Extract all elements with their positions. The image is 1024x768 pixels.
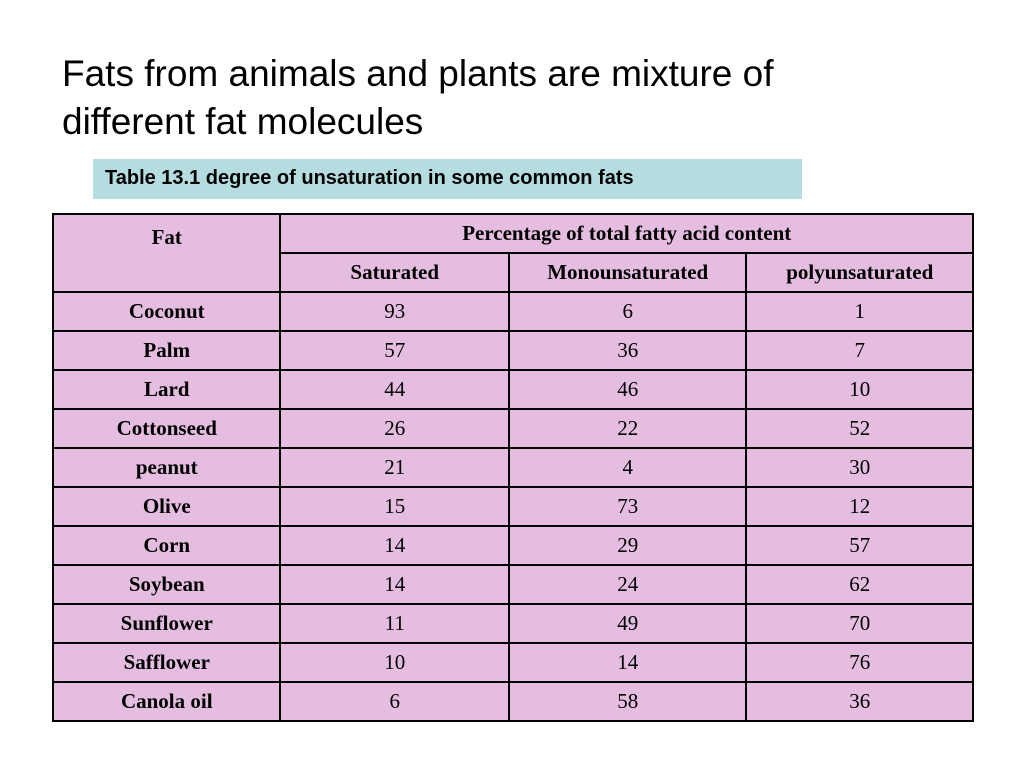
fat-name-cell: Coconut [51, 291, 282, 332]
table-row: Palm 57 36 7 [51, 330, 974, 371]
table-subheader-row: Saturated Monounsaturated polyunsaturate… [53, 252, 974, 293]
fat-name-cell: peanut [51, 447, 282, 488]
monounsaturated-cell: 22 [507, 408, 748, 449]
polyunsaturated-cell: 70 [745, 603, 974, 644]
polyunsaturated-cell: 36 [745, 681, 974, 722]
saturated-cell: 93 [279, 291, 510, 332]
table-row: Sunflower 11 49 70 [51, 603, 974, 644]
saturated-cell: 14 [279, 564, 510, 605]
fat-name-cell: Soybean [51, 564, 282, 605]
table-row: Canola oil 6 58 36 [51, 681, 974, 722]
table-body: Coconut 93 6 1 Palm 57 36 7 Lard 44 46 1… [51, 291, 974, 722]
fat-column-header: Fat [51, 213, 282, 293]
fat-name-cell: Cottonseed [51, 408, 282, 449]
saturated-cell: 11 [279, 603, 510, 644]
saturated-cell: 6 [279, 681, 510, 722]
saturated-cell: 21 [279, 447, 510, 488]
slide-title: Fats from animals and plants are mixture… [62, 50, 962, 146]
monounsaturated-cell: 14 [507, 642, 748, 683]
monounsaturated-cell: 29 [507, 525, 748, 566]
monounsaturated-column-header: Monounsaturated [507, 252, 748, 293]
polyunsaturated-cell: 10 [745, 369, 974, 410]
table-row: peanut 21 4 30 [51, 447, 974, 488]
polyunsaturated-cell: 57 [745, 525, 974, 566]
table-row: Coconut 93 6 1 [51, 291, 974, 332]
slide-title-line-2: different fat molecules [62, 101, 424, 142]
table-caption: Table 13.1 degree of unsaturation in som… [93, 159, 802, 199]
monounsaturated-cell: 58 [507, 681, 748, 722]
monounsaturated-cell: 6 [507, 291, 748, 332]
fat-name-cell: Olive [51, 486, 282, 527]
polyunsaturated-cell: 76 [745, 642, 974, 683]
monounsaturated-cell: 46 [507, 369, 748, 410]
fat-name-cell: Sunflower [51, 603, 282, 644]
fat-name-cell: Safflower [51, 642, 282, 683]
monounsaturated-cell: 36 [507, 330, 748, 371]
fat-name-cell: Corn [51, 525, 282, 566]
polyunsaturated-cell: 1 [745, 291, 974, 332]
monounsaturated-cell: 4 [507, 447, 748, 488]
monounsaturated-cell: 24 [507, 564, 748, 605]
saturated-cell: 57 [279, 330, 510, 371]
saturated-cell: 15 [279, 486, 510, 527]
table-header-row: Fat Percentage of total fatty acid conte… [51, 213, 974, 293]
saturated-cell: 26 [279, 408, 510, 449]
saturated-cell: 44 [279, 369, 510, 410]
monounsaturated-cell: 49 [507, 603, 748, 644]
fat-name-cell: Palm [51, 330, 282, 371]
monounsaturated-cell: 73 [507, 486, 748, 527]
percentage-group-header: Percentage of total fatty acid content [279, 213, 974, 254]
slide-title-line-1: Fats from animals and plants are mixture… [62, 53, 774, 94]
fat-name-cell: Canola oil [51, 681, 282, 722]
table-row: Olive 15 73 12 [51, 486, 974, 527]
polyunsaturated-cell: 30 [745, 447, 974, 488]
saturated-cell: 10 [279, 642, 510, 683]
table-row: Safflower 10 14 76 [51, 642, 974, 683]
table-row: Corn 14 29 57 [51, 525, 974, 566]
table-row: Soybean 14 24 62 [51, 564, 974, 605]
polyunsaturated-cell: 62 [745, 564, 974, 605]
fat-name-cell: Lard [51, 369, 282, 410]
fatty-acid-table: Fat Percentage of total fatty acid conte… [51, 213, 974, 722]
polyunsaturated-cell: 12 [745, 486, 974, 527]
polyunsaturated-cell: 7 [745, 330, 974, 371]
table-row: Lard 44 46 10 [51, 369, 974, 410]
saturated-column-header: Saturated [279, 252, 510, 293]
polyunsaturated-cell: 52 [745, 408, 974, 449]
polyunsaturated-column-header: polyunsaturated [745, 252, 974, 293]
table-row: Cottonseed 26 22 52 [51, 408, 974, 449]
saturated-cell: 14 [279, 525, 510, 566]
